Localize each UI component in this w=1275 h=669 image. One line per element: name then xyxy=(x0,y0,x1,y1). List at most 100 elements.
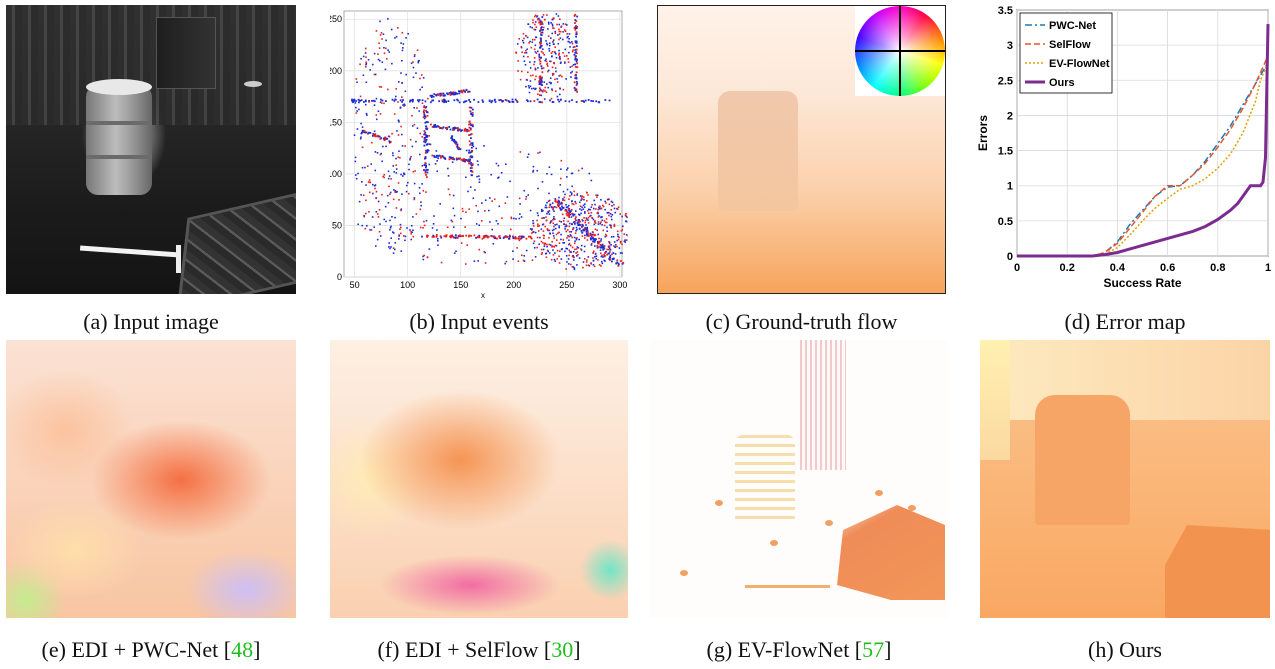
event-point xyxy=(562,239,565,241)
event-point xyxy=(589,215,591,218)
event-point xyxy=(566,176,568,178)
event-point xyxy=(419,77,421,80)
event-point xyxy=(436,160,438,162)
event-point xyxy=(594,238,596,241)
event-point xyxy=(439,94,442,97)
event-point xyxy=(574,220,576,223)
citation-link[interactable]: 30 xyxy=(551,637,574,662)
event-point xyxy=(559,18,561,20)
event-point xyxy=(387,18,389,20)
event-point xyxy=(573,267,576,270)
event-point xyxy=(592,240,594,243)
event-point xyxy=(424,106,427,109)
event-point xyxy=(470,137,472,140)
event-point xyxy=(538,19,541,21)
event-point xyxy=(611,201,614,204)
event-point xyxy=(417,61,420,64)
event-point xyxy=(518,197,521,200)
event-point xyxy=(526,99,528,102)
event-point xyxy=(543,245,546,248)
event-point xyxy=(609,212,612,215)
event-point xyxy=(582,100,585,102)
event-point xyxy=(602,245,605,248)
flow-stick-region xyxy=(745,585,830,588)
event-point xyxy=(558,196,560,199)
event-point xyxy=(610,200,613,203)
event-point xyxy=(529,26,532,28)
event-point xyxy=(424,100,427,103)
event-point xyxy=(415,72,417,74)
event-point xyxy=(411,100,414,103)
chart-ylabel: Errors xyxy=(976,115,990,151)
event-point xyxy=(600,260,603,263)
event-point xyxy=(418,187,421,189)
event-point xyxy=(560,258,563,260)
event-point xyxy=(462,101,465,104)
event-point xyxy=(534,231,537,234)
event-point xyxy=(532,19,534,21)
event-point xyxy=(581,206,583,209)
event-point xyxy=(423,133,426,136)
event-point xyxy=(617,262,620,265)
event-point xyxy=(573,45,576,48)
event-point xyxy=(602,229,605,232)
event-point xyxy=(468,140,471,143)
event-point xyxy=(378,86,381,88)
event-point xyxy=(539,60,542,63)
chart-ytick-label: 0 xyxy=(1007,251,1013,263)
event-point xyxy=(380,152,383,155)
event-point xyxy=(399,156,401,159)
event-point xyxy=(577,224,580,226)
event-point xyxy=(608,256,611,259)
event-point xyxy=(525,195,528,198)
event-point xyxy=(412,235,415,238)
event-point xyxy=(587,216,590,219)
event-point xyxy=(570,72,572,74)
event-point xyxy=(458,92,461,95)
event-point xyxy=(585,230,588,233)
event-point xyxy=(530,237,533,240)
event-point xyxy=(605,235,608,237)
event-point xyxy=(576,251,579,253)
event-point xyxy=(413,55,416,58)
event-point xyxy=(586,192,588,194)
event-point xyxy=(379,34,382,36)
event-point xyxy=(452,226,455,228)
event-point xyxy=(560,238,562,241)
event-point xyxy=(364,103,367,106)
event-point xyxy=(532,231,535,233)
event-point xyxy=(570,216,573,218)
event-point xyxy=(374,133,377,136)
event-point xyxy=(540,39,542,42)
citation-link[interactable]: 57 xyxy=(862,637,885,662)
event-point xyxy=(408,163,410,166)
event-point xyxy=(368,210,370,213)
event-point xyxy=(536,15,539,17)
event-point xyxy=(576,221,579,224)
event-point xyxy=(573,87,576,89)
event-point xyxy=(369,229,371,231)
event-point xyxy=(548,213,551,215)
event-point xyxy=(395,191,397,194)
citation-link[interactable]: 48 xyxy=(231,637,254,662)
event-point xyxy=(467,190,469,193)
event-point xyxy=(626,216,628,219)
event-point xyxy=(395,207,398,209)
event-point xyxy=(522,259,525,262)
event-point xyxy=(609,224,611,226)
event-point xyxy=(541,71,544,74)
event-point xyxy=(533,15,536,18)
event-point xyxy=(578,220,581,223)
event-point xyxy=(378,47,381,49)
event-point xyxy=(398,81,400,83)
event-point xyxy=(621,262,624,265)
events-xtick-label: 100 xyxy=(400,280,415,290)
event-point xyxy=(415,140,417,143)
event-point xyxy=(612,252,615,254)
event-point xyxy=(443,157,446,159)
event-point xyxy=(508,100,511,103)
event-point xyxy=(452,235,455,238)
event-point xyxy=(498,99,501,102)
event-point xyxy=(515,237,518,240)
event-point xyxy=(361,224,364,227)
